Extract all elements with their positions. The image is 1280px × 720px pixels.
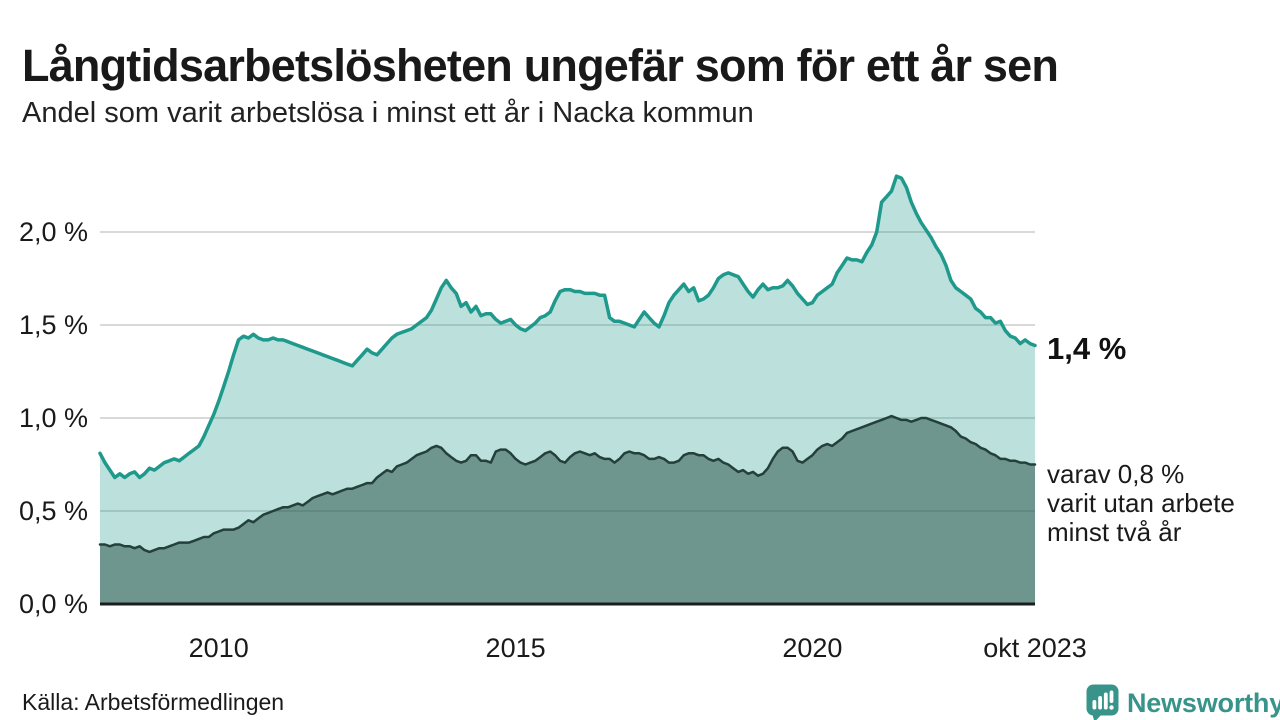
line-minst-tva-ar <box>98 414 1037 554</box>
y-tick-label: 1,0 % <box>19 403 88 433</box>
chart-title: Långtidsarbetslösheten ungefär som för e… <box>22 40 1059 92</box>
y-tick-label: 0,0 % <box>19 589 88 619</box>
x-tick-label: 2010 <box>189 633 249 663</box>
source-label: Källa: Arbetsförmedlingen <box>22 689 285 715</box>
y-tick-label: 1,5 % <box>19 310 88 340</box>
y-tick-label: 2,0 % <box>19 217 88 247</box>
secondary-value-label: varav 0,8 % varit utan arbete minst två … <box>1047 459 1235 547</box>
latest-value-label: 1,4 % <box>1047 331 1127 366</box>
newsworthy-wordmark: Newsworthy <box>1127 687 1280 718</box>
x-tick-label: 2015 <box>486 633 546 663</box>
y-tick-label: 0,5 % <box>19 496 88 526</box>
chart-subtitle: Andel som varit arbetslösa i minst ett å… <box>22 97 754 129</box>
x-tick-label: 2020 <box>782 633 842 663</box>
x-tick-label: okt 2023 <box>983 633 1087 663</box>
newsworthy-logo: Newsworthy <box>1086 684 1280 720</box>
newsworthy-icon <box>1086 684 1119 720</box>
line-minst-ett-ar <box>98 174 1037 480</box>
